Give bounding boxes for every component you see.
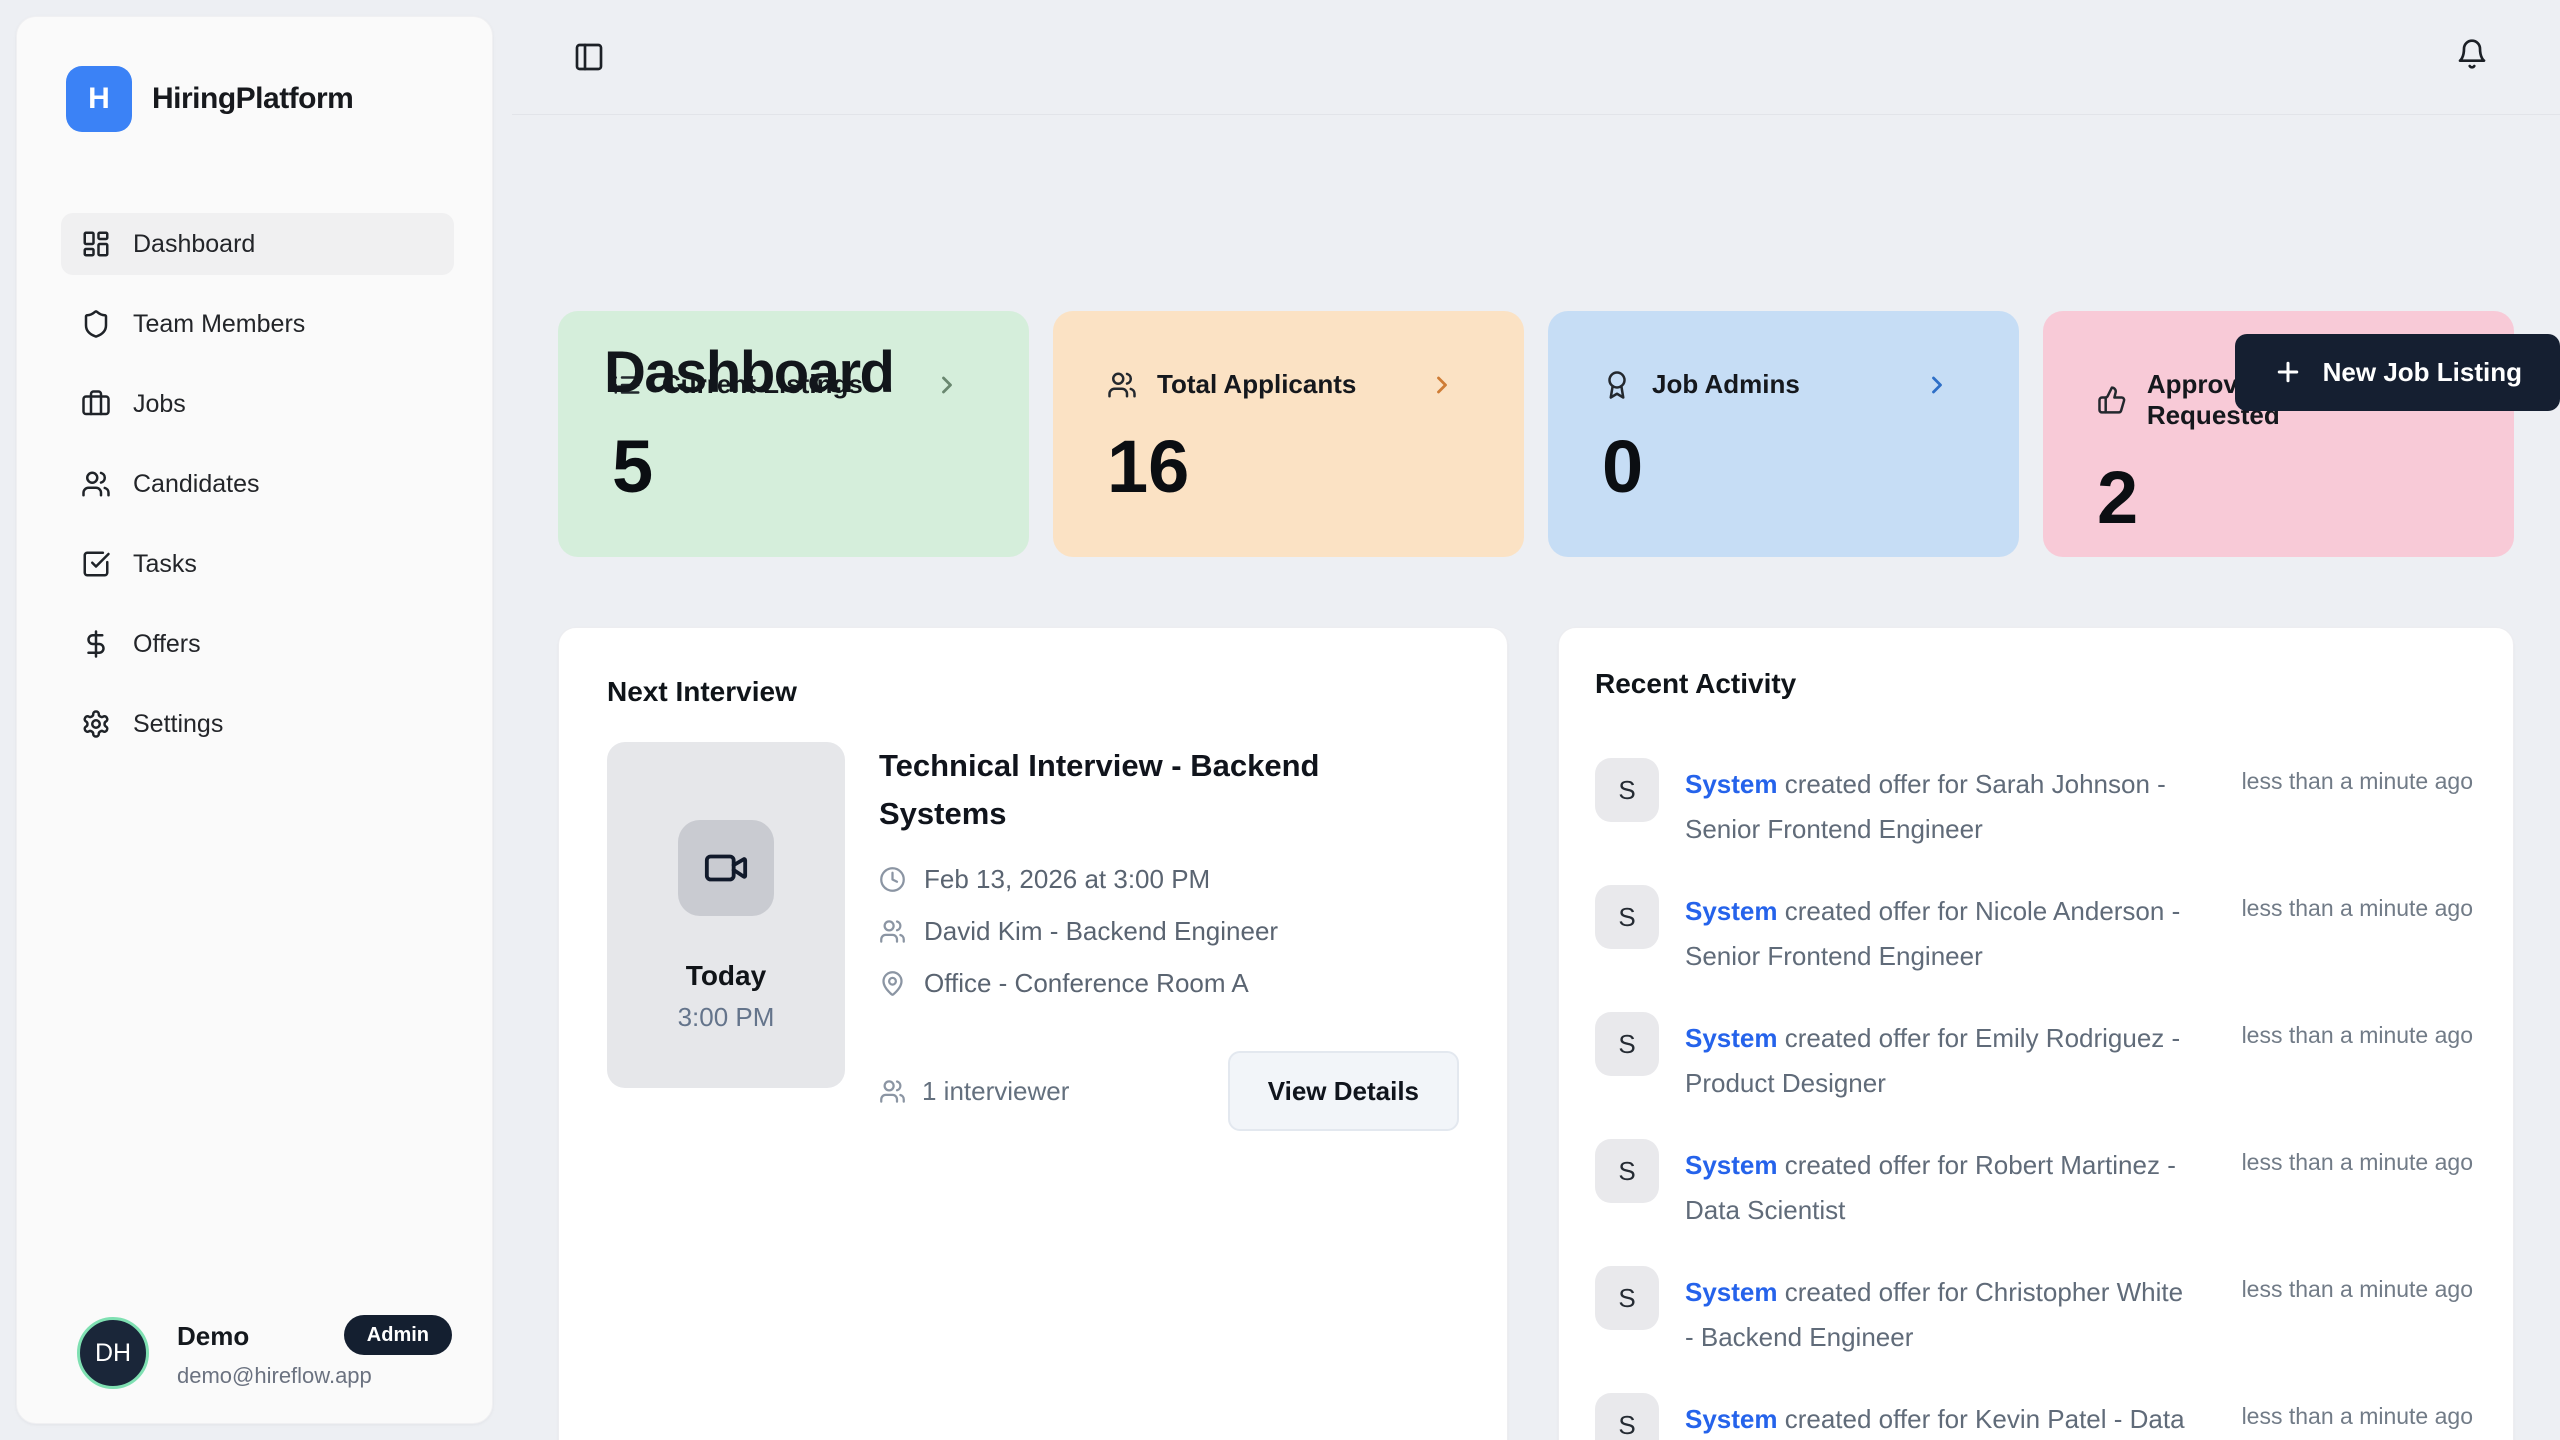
activity-avatar: S	[1595, 885, 1659, 949]
activity-item: S System created offer for Robert Martin…	[1595, 1139, 2473, 1233]
new-job-listing-button[interactable]: New Job Listing	[2234, 333, 2560, 411]
notifications-button[interactable]	[2456, 38, 2488, 70]
stat-card-total-applicants[interactable]: Total Applicants 16	[1053, 311, 1524, 557]
sidebar-item-label: Settings	[133, 709, 224, 738]
interview-location-row: Office - Conference Room A	[879, 968, 1459, 999]
video-icon	[678, 820, 774, 916]
recent-activity-title: Recent Activity	[1595, 668, 1797, 699]
plus-icon	[2273, 357, 2303, 387]
interviewer-count: 1 interviewer	[879, 1076, 1069, 1107]
next-interview-title: Next Interview	[607, 676, 797, 707]
dashboard-icon	[81, 229, 111, 259]
interview-time: 3:00 PM	[677, 1002, 775, 1032]
users-icon	[880, 1079, 905, 1103]
activity-list: S System created offer for Sarah Johnson…	[1595, 758, 2473, 1440]
stat-value: 0	[1602, 425, 1644, 508]
activity-avatar: S	[1595, 1012, 1659, 1076]
clock-icon	[880, 867, 905, 892]
activity-actor-link[interactable]: System	[1685, 1404, 1778, 1434]
view-details-button[interactable]: View Details	[1227, 1051, 1459, 1132]
activity-actor-link[interactable]: System	[1685, 1023, 1778, 1053]
activity-actor-link[interactable]: System	[1685, 1150, 1778, 1180]
dollar-icon	[81, 629, 111, 659]
activity-avatar: S	[1595, 1139, 1659, 1203]
stat-value: 5	[612, 425, 654, 508]
stat-value: 2	[2097, 456, 2139, 539]
activity-text: System created offer for Christopher Whi…	[1685, 1277, 2184, 1352]
activity-timestamp: less than a minute ago	[2241, 1403, 2473, 1429]
activity-item: S System created offer for Christopher W…	[1595, 1266, 2473, 1360]
sidebar-item-label: Dashboard	[133, 229, 256, 258]
shield-icon	[81, 309, 111, 339]
users-icon	[81, 469, 111, 499]
sidebar-item-offers[interactable]: Offers	[61, 613, 454, 675]
sidebar-nav: Dashboard Team Members Jobs Candidates T…	[61, 213, 454, 755]
interview-day: Today	[685, 960, 767, 991]
brand: H HiringPlatform	[66, 66, 354, 132]
next-interview-card: Next Interview Today 3:00 PM Technical I…	[558, 627, 1508, 1440]
activity-actor-link[interactable]: System	[1685, 769, 1778, 799]
user-name: Demo	[177, 1321, 250, 1351]
sidebar-item-dashboard[interactable]: Dashboard	[61, 213, 454, 275]
interview-job-title: Technical Interview - Backend Systems	[879, 748, 1320, 832]
stat-card-current-listings[interactable]: Current Listings 5	[558, 311, 1029, 557]
activity-timestamp: less than a minute ago	[2241, 768, 2473, 794]
interview-datetime-row: Feb 13, 2026 at 3:00 PM	[879, 864, 1459, 895]
interview-date-tile: Today 3:00 PM	[607, 742, 845, 1088]
stats-row: Current Listings 5 Total Applicants 16 J…	[558, 311, 2514, 557]
activity-avatar: S	[1595, 758, 1659, 822]
map-pin-icon	[882, 971, 903, 996]
sidebar-item-label: Jobs	[133, 389, 186, 418]
sidebar-item-label: Offers	[133, 629, 201, 658]
recent-activity-card: Recent Activity S System created offer f…	[1558, 627, 2514, 1440]
sidebar-item-label: Tasks	[133, 549, 197, 578]
stat-card-job-admins[interactable]: Job Admins 0	[1548, 311, 2019, 557]
role-badge: Admin	[343, 1315, 452, 1355]
activity-timestamp: less than a minute ago	[2241, 1149, 2473, 1175]
users-icon	[880, 920, 905, 943]
activity-item: S System created offer for Sarah Johnson…	[1595, 758, 2473, 852]
stat-label: Current Listings	[662, 369, 863, 399]
main-content: Dashboard New Job Listing Current Listin…	[512, 115, 2560, 1440]
activity-timestamp: less than a minute ago	[2241, 1276, 2473, 1302]
sidebar: H HiringPlatform Dashboard Team Members …	[16, 16, 493, 1424]
sidebar-item-jobs[interactable]: Jobs	[61, 373, 454, 435]
panel-left-icon	[573, 41, 605, 73]
page-title: Dashboard	[604, 339, 895, 405]
stat-label: Total Applicants	[1157, 369, 1357, 399]
activity-text: System created offer for Kevin Patel - D…	[1685, 1404, 2185, 1434]
sidebar-toggle-button[interactable]	[573, 41, 605, 73]
activity-avatar: S	[1595, 1266, 1659, 1330]
gear-icon	[81, 709, 111, 739]
sidebar-item-settings[interactable]: Settings	[61, 693, 454, 755]
activity-avatar: S	[1595, 1393, 1659, 1440]
interview-person-row: David Kim - Backend Engineer	[879, 916, 1459, 947]
activity-text: System created offer for Robert Martinez…	[1685, 1150, 2176, 1225]
activity-item: S System created offer for Nicole Anders…	[1595, 885, 2473, 979]
activity-timestamp: less than a minute ago	[2241, 1022, 2473, 1048]
sidebar-item-tasks[interactable]: Tasks	[61, 533, 454, 595]
sidebar-item-label: Team Members	[133, 309, 306, 338]
activity-text: System created offer for Sarah Johnson -…	[1685, 769, 2166, 844]
sidebar-item-label: Candidates	[133, 469, 260, 498]
sidebar-item-team-members[interactable]: Team Members	[61, 293, 454, 355]
activity-text: System created offer for Nicole Anderson…	[1685, 896, 2181, 971]
topbar	[512, 0, 2560, 115]
activity-actor-link[interactable]: System	[1685, 896, 1778, 926]
sidebar-item-candidates[interactable]: Candidates	[61, 453, 454, 515]
bell-icon	[2456, 38, 2488, 70]
activity-timestamp: less than a minute ago	[2241, 895, 2473, 921]
user-email: demo@hireflow.app	[177, 1363, 372, 1388]
square-check-icon	[81, 549, 111, 579]
activity-item: S System created offer for Emily Rodrigu…	[1595, 1012, 2473, 1106]
stat-label: Job Admins	[1652, 369, 1800, 399]
briefcase-icon	[81, 389, 111, 419]
avatar: DH	[77, 1317, 149, 1389]
activity-text: System created offer for Emily Rodriguez…	[1685, 1023, 2181, 1098]
stat-value: 16	[1107, 425, 1190, 508]
brand-logo: H	[66, 66, 132, 132]
activity-actor-link[interactable]: System	[1685, 1277, 1778, 1307]
activity-item: S System created offer for Kevin Patel -…	[1595, 1393, 2473, 1440]
brand-name: HiringPlatform	[152, 82, 354, 115]
